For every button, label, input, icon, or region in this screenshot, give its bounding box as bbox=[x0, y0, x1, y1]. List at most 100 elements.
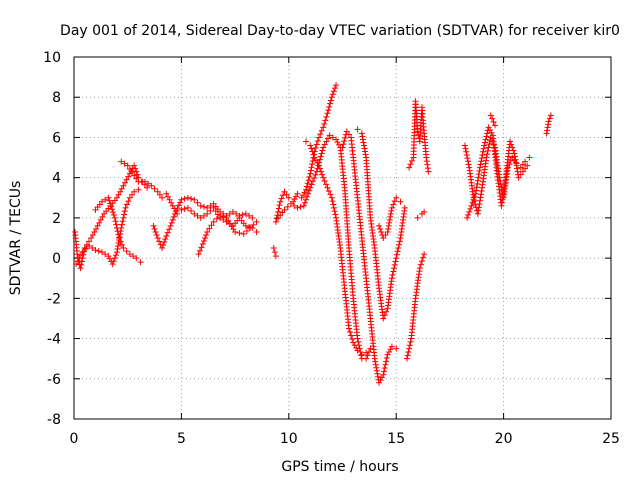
data-point-marker bbox=[232, 228, 239, 235]
data-point-marker bbox=[88, 235, 95, 241]
data-point-marker bbox=[514, 168, 521, 175]
data-point-marker bbox=[478, 158, 485, 165]
data-point-marker bbox=[243, 227, 250, 234]
data-point-marker bbox=[347, 329, 354, 336]
data-point-marker bbox=[545, 118, 552, 125]
data-point-marker bbox=[309, 161, 316, 168]
data-point-marker bbox=[393, 194, 400, 201]
data-point-marker bbox=[298, 194, 305, 201]
data-point-marker bbox=[77, 265, 84, 272]
data-point-marker bbox=[364, 352, 371, 359]
data-point-marker bbox=[159, 194, 166, 201]
data-point-marker bbox=[168, 219, 175, 226]
data-point-marker bbox=[358, 130, 365, 137]
data-point-marker bbox=[304, 180, 311, 187]
x-tick-label: 15 bbox=[387, 431, 405, 447]
data-point-marker bbox=[73, 261, 80, 268]
data-point-marker bbox=[330, 204, 337, 211]
data-point-marker bbox=[331, 85, 338, 92]
data-point-marker bbox=[312, 145, 319, 152]
data-point-marker bbox=[511, 153, 518, 160]
data-point-marker bbox=[272, 218, 279, 225]
data-point-marker bbox=[150, 222, 157, 229]
data-point-marker bbox=[482, 136, 489, 143]
data-point-marker bbox=[383, 354, 390, 361]
data-point-marker bbox=[484, 147, 491, 154]
data-point-marker bbox=[466, 208, 473, 215]
data-point-marker bbox=[395, 245, 402, 252]
data-point-marker bbox=[159, 245, 166, 252]
data-point-marker bbox=[109, 261, 116, 268]
data-point-marker bbox=[287, 200, 294, 207]
data-point-marker bbox=[130, 253, 137, 260]
data-point-marker bbox=[171, 210, 178, 217]
data-point-marker bbox=[507, 138, 514, 145]
data-point-marker bbox=[86, 243, 93, 250]
data-point-marker bbox=[423, 158, 430, 165]
data-point-marker bbox=[169, 202, 176, 209]
data-point-marker bbox=[304, 193, 311, 200]
data-point-marker bbox=[308, 164, 315, 171]
data-point-marker bbox=[318, 127, 325, 134]
data-point-marker bbox=[106, 197, 113, 204]
data-point-marker bbox=[200, 203, 207, 210]
data-point-marker bbox=[292, 193, 299, 200]
data-point-marker bbox=[188, 195, 195, 202]
data-point-marker bbox=[309, 158, 316, 165]
data-series bbox=[354, 126, 408, 322]
data-point-marker bbox=[388, 207, 395, 214]
data-point-marker bbox=[388, 204, 395, 211]
data-point-marker bbox=[102, 196, 109, 203]
data-point-marker bbox=[476, 197, 483, 204]
data-point-marker bbox=[137, 259, 144, 266]
y-tick-label: -8 bbox=[47, 412, 61, 428]
x-tick-label: 0 bbox=[70, 431, 79, 447]
data-point-marker bbox=[361, 145, 368, 152]
data-point-marker bbox=[380, 315, 387, 322]
data-point-marker bbox=[333, 82, 340, 89]
data-point-marker bbox=[405, 348, 412, 355]
data-point-marker bbox=[461, 142, 468, 149]
data-point-marker bbox=[105, 253, 112, 260]
data-point-marker bbox=[396, 241, 403, 248]
data-point-marker bbox=[474, 180, 481, 187]
data-point-marker bbox=[343, 128, 350, 135]
data-point-marker bbox=[294, 190, 301, 197]
data-point-marker bbox=[320, 144, 327, 151]
data-point-marker bbox=[314, 159, 321, 166]
data-point-marker bbox=[345, 131, 352, 138]
data-point-marker bbox=[386, 219, 393, 226]
data-point-marker bbox=[91, 228, 98, 235]
y-tick-label: -4 bbox=[47, 332, 61, 348]
data-series bbox=[302, 138, 370, 358]
chart-title: Day 001 of 2014, Sidereal Day-to-day VTE… bbox=[60, 23, 620, 39]
data-point-marker bbox=[463, 151, 470, 158]
data-point-marker bbox=[424, 161, 431, 168]
data-point-marker bbox=[128, 191, 135, 198]
data-point-marker bbox=[326, 132, 333, 139]
x-tick-label: 5 bbox=[177, 431, 186, 447]
data-point-marker bbox=[512, 159, 519, 166]
data-point-marker bbox=[321, 120, 328, 127]
data-point-marker bbox=[335, 141, 342, 148]
data-point-marker bbox=[391, 198, 398, 205]
data-point-marker bbox=[110, 258, 117, 265]
data-point-marker bbox=[89, 245, 96, 252]
data-point-marker bbox=[226, 210, 233, 217]
data-point-marker bbox=[246, 212, 253, 219]
data-series bbox=[270, 245, 279, 260]
data-point-marker bbox=[330, 88, 337, 95]
data-point-marker bbox=[275, 205, 282, 212]
data-point-marker bbox=[301, 199, 308, 206]
data-point-marker bbox=[524, 162, 531, 169]
data-point-marker bbox=[115, 191, 122, 198]
data-point-marker bbox=[297, 203, 304, 210]
data-point-marker bbox=[307, 142, 314, 149]
data-point-marker bbox=[471, 193, 478, 200]
data-point-marker bbox=[425, 168, 432, 175]
data-point-marker bbox=[164, 229, 171, 236]
data-point-marker bbox=[74, 258, 81, 265]
data-point-marker bbox=[163, 190, 170, 197]
data-point-marker bbox=[489, 115, 496, 122]
data-point-marker bbox=[323, 113, 330, 120]
